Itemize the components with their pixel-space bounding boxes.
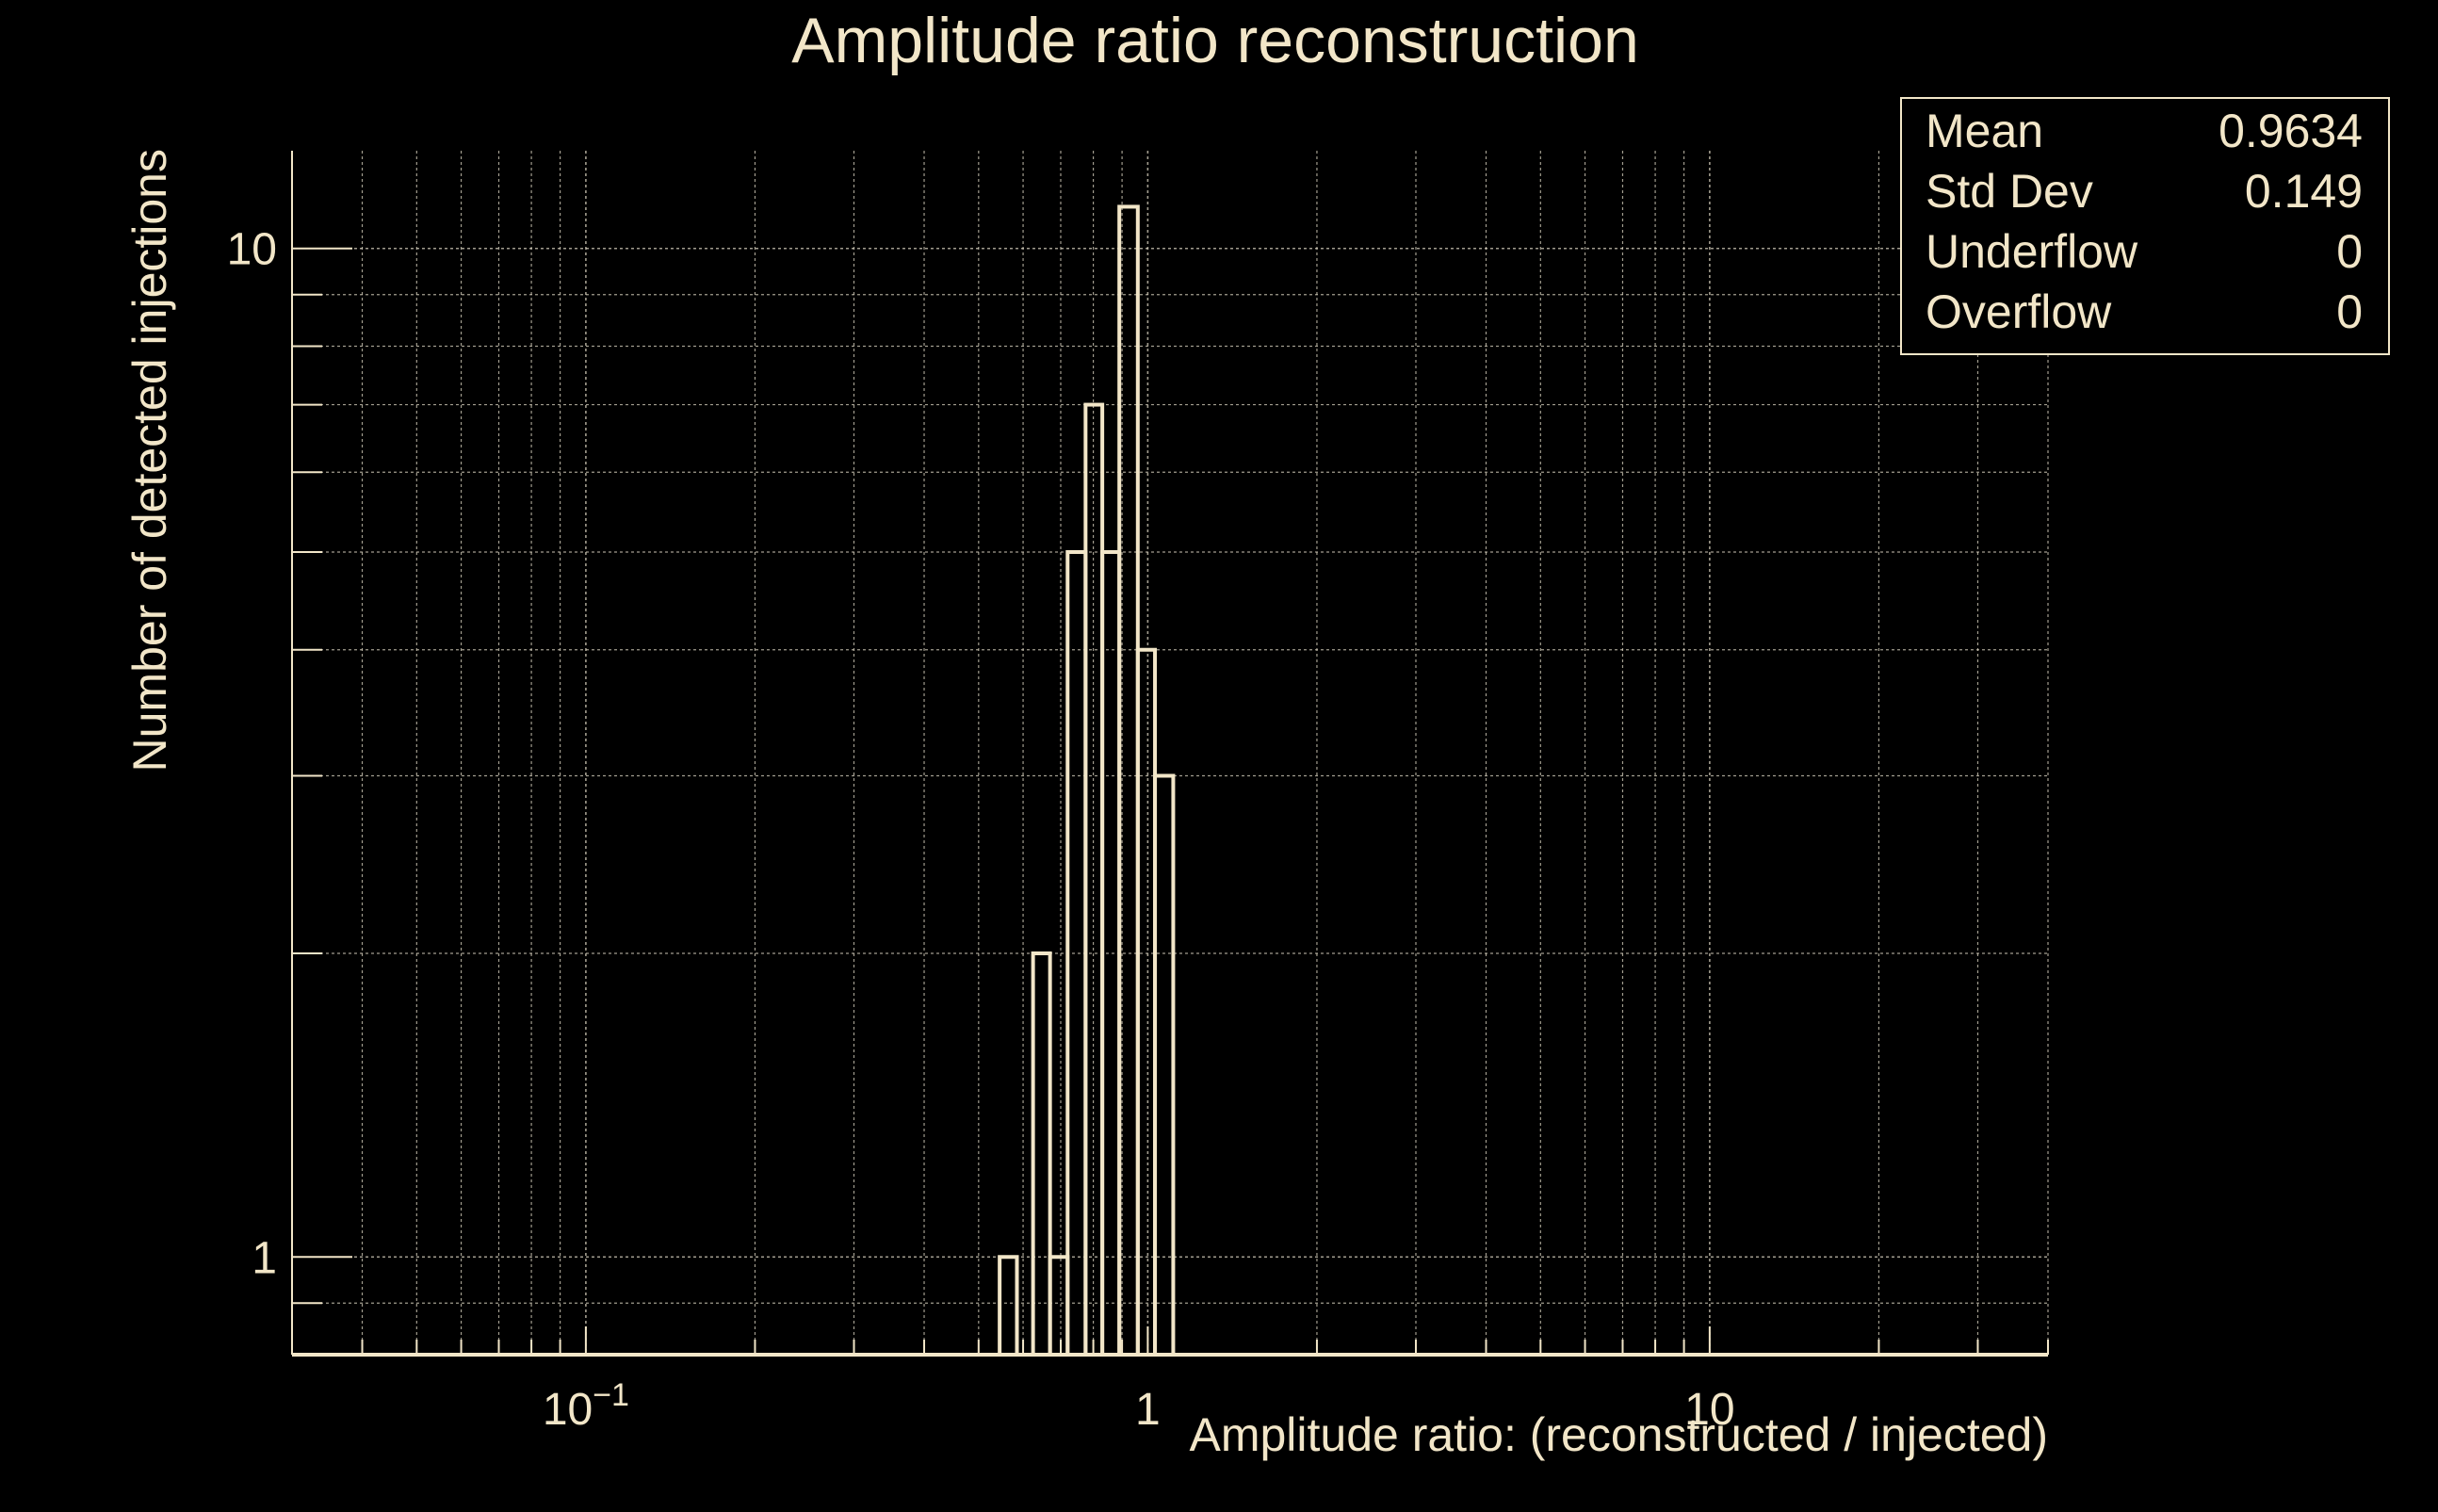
label-layer: Amplitude ratio reconstruction Amplitude… [123, 5, 2048, 1461]
histogram-bar [1031, 951, 1052, 1357]
y-tick-label: 1 [252, 1233, 277, 1283]
x-tick-label: 10−1 [543, 1377, 629, 1435]
stats-label: Overflow [1926, 285, 2112, 338]
stats-value: 0 [2336, 225, 2363, 278]
chart-title: Amplitude ratio reconstruction [791, 5, 1639, 76]
stats-value: 0 [2336, 285, 2363, 338]
x-axis-label: Amplitude ratio: (reconstructed / inject… [1189, 1408, 2048, 1461]
histogram-layer [998, 204, 1176, 1358]
x-tick-label: 10 [1684, 1385, 1734, 1435]
y-axis-label: Number of detected injections [123, 149, 176, 772]
histogram-bar [1153, 773, 1176, 1357]
y-tick-label: 10 [227, 225, 277, 275]
histogram-bar [998, 1255, 1019, 1358]
stats-label: Underflow [1926, 225, 2138, 278]
stats-value: 0.149 [2245, 165, 2363, 218]
stats-box-frame [1900, 97, 2390, 355]
stats-label: Std Dev [1926, 165, 2093, 218]
x-tick-label: 1 [1135, 1385, 1161, 1435]
stats-box: Mean 0.9634 Std Dev 0.149 Underflow 0 Overflow… [1900, 97, 2390, 355]
stats-label: Mean [1926, 105, 2043, 157]
stats-value: 0.9634 [2219, 105, 2363, 157]
axis-layer: 10−1 1 10 1 10 [227, 151, 2049, 1435]
